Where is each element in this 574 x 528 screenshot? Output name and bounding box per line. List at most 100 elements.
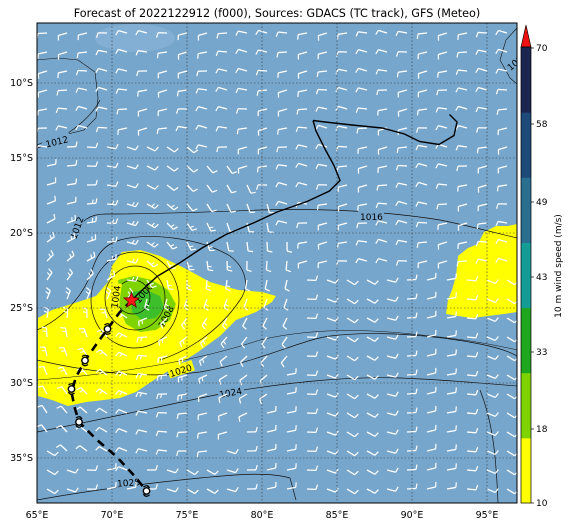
isobar-1004-ring (90, 251, 180, 349)
wind-barb (96, 32, 108, 38)
wind-barb (256, 184, 268, 190)
wind-barb (426, 443, 437, 452)
wind-barb (375, 238, 388, 244)
wind-barb (336, 165, 348, 172)
wind-barb (486, 279, 499, 285)
wind-barb (46, 488, 59, 495)
wind-barb (286, 406, 297, 414)
wind-barb (115, 48, 128, 54)
wind-barb (386, 334, 399, 340)
longitude-tick-label: 85°E (326, 510, 349, 521)
wind-barb (466, 427, 479, 434)
isobar-1020 (37, 333, 517, 376)
wind-barb (306, 370, 319, 377)
wind-barb (506, 469, 517, 476)
colorbar-segment (521, 47, 531, 113)
wind-barb (86, 268, 94, 281)
wind-barb (346, 431, 359, 438)
wind-barb (306, 332, 319, 339)
wind-barb (435, 183, 448, 189)
wind-barb (206, 165, 218, 174)
wind-barb (166, 468, 179, 474)
wind-barb (195, 106, 208, 112)
wind-barb (46, 450, 59, 457)
colorbar-segment (521, 112, 531, 178)
wind-barb (386, 410, 399, 416)
wind-barb (375, 258, 388, 264)
wind-barb (357, 184, 368, 193)
wind-barb (66, 214, 77, 224)
wind-barb (225, 279, 231, 292)
wind-barb (285, 260, 291, 273)
wind-barb (406, 369, 418, 376)
wind-barb (495, 220, 508, 227)
wind-barb (477, 184, 488, 193)
wind-barb (156, 374, 168, 381)
wind-barb (157, 89, 168, 98)
wind-barb (386, 372, 399, 378)
wind-barb (456, 165, 468, 172)
wind-barb (306, 294, 319, 301)
wind-barb (486, 412, 499, 418)
tc-forecast-symbol-icon (75, 416, 83, 428)
wind-barb (206, 222, 216, 232)
wind-barb (406, 274, 418, 281)
wind-barb (46, 159, 57, 167)
wind-barbs (37, 29, 517, 495)
wind-barb (286, 368, 297, 376)
wind-barb (206, 260, 214, 272)
wind-barb (277, 108, 288, 117)
wind-barb (426, 386, 437, 395)
wind-barb (446, 425, 457, 433)
wind-barb (395, 200, 408, 206)
wind-barb (216, 146, 228, 153)
wind-barb (366, 317, 379, 323)
wind-barb (395, 239, 408, 246)
wind-barb (366, 336, 379, 342)
isobar-label: 1004 (110, 285, 123, 309)
wind-barb (57, 70, 68, 78)
wind-barb (266, 481, 277, 490)
wind-barb (261, 336, 268, 349)
wind-barb (257, 146, 268, 155)
wind-barb (126, 183, 139, 189)
wind-barb (156, 32, 168, 38)
isobar-label: 1016 (506, 51, 530, 74)
wind-barb (476, 146, 488, 154)
wind-barb (106, 270, 116, 281)
wind-barb (179, 336, 188, 348)
wind-barb (466, 446, 479, 453)
wind-barb (417, 260, 428, 269)
wind-barb (237, 146, 248, 155)
wind-barb (426, 272, 437, 281)
wind-barb (456, 260, 468, 267)
wind-barb (486, 317, 499, 323)
wind-barb (355, 258, 368, 264)
wind-barb (106, 162, 119, 169)
wind-barb (366, 450, 379, 456)
wind-barb (235, 67, 248, 74)
wind-barb (475, 67, 488, 73)
sea-shading (95, 24, 175, 52)
wind-barb (386, 315, 399, 321)
map-plot-area: 1012 1012 1004 1000 1008 1016 1020 1024 … (37, 23, 530, 503)
wind-barb (486, 393, 499, 399)
wind-barb (156, 127, 168, 135)
wind-barb (437, 70, 448, 78)
wind-barb (286, 482, 297, 490)
colorbar-segment (521, 437, 531, 504)
wind-barb (220, 336, 228, 349)
wind-barb (346, 298, 359, 305)
wind-barb (238, 412, 248, 422)
wind-barb (506, 336, 517, 343)
wind-barb (337, 184, 348, 193)
wind-barb (476, 127, 488, 133)
wind-barb (346, 412, 359, 419)
wind-region-yellow-east (446, 224, 517, 318)
wind-barb (286, 387, 297, 395)
wind-barb (377, 108, 388, 116)
wind-barb (226, 203, 236, 213)
wind-barb (396, 70, 408, 78)
wind-barb (415, 201, 428, 207)
